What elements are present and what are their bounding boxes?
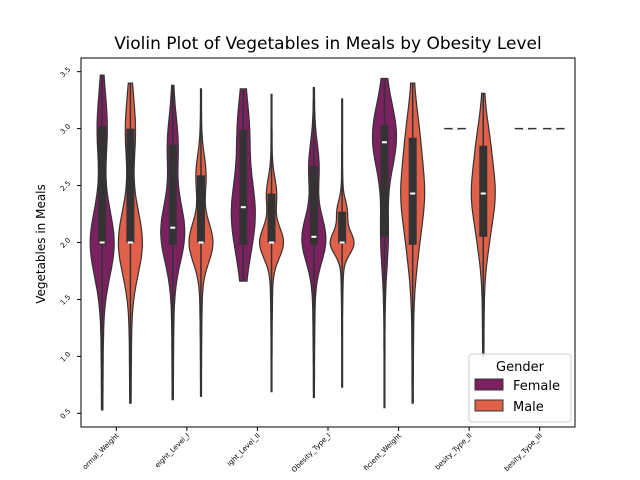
violin-median — [339, 241, 345, 244]
violin-median — [381, 141, 387, 144]
violin-female-2 — [230, 88, 256, 282]
violin-male-5 — [470, 92, 496, 357]
violin-median — [311, 235, 317, 238]
x-axis: ormal_Weight eight_Level_I ight_Level_II Ob… — [81, 427, 544, 474]
violin-iqr-box — [479, 145, 488, 237]
violin-male-6 — [543, 127, 565, 130]
legend: Gender Female Male — [468, 353, 572, 423]
violin-female-4 — [371, 77, 398, 409]
violin-iqr-box — [168, 144, 177, 245]
y-tick-label: 1.0 — [59, 350, 73, 364]
violin-male-0 — [117, 82, 144, 404]
violin-male-2 — [258, 93, 285, 393]
violin-median — [523, 127, 529, 130]
violins — [89, 74, 565, 411]
violin-iqr-box — [239, 129, 248, 245]
legend-title: Gender — [496, 360, 545, 375]
violin-iqr-box — [98, 126, 107, 245]
violin-median — [240, 206, 246, 209]
y-axis-label: Vegetables in Meals — [34, 184, 48, 304]
x-tick-label: ormal_Weight — [81, 432, 121, 472]
x-tick-label: ight_Level_II — [226, 432, 262, 468]
legend-swatch-female — [474, 378, 504, 391]
x-tick-label: ficient_Weight — [362, 432, 403, 473]
chart-title: Violin Plot of Vegetables in Meals by Ob… — [114, 34, 541, 54]
y-tick-label: 0.5 — [59, 407, 73, 421]
violin-iqr-box — [338, 211, 347, 244]
x-tick-label: besity_Type_II — [434, 432, 474, 472]
violin-median — [410, 192, 416, 195]
violin-median — [127, 241, 133, 244]
violin-male-1 — [188, 88, 214, 397]
violin-iqr-box — [196, 175, 205, 243]
y-tick-label: 3.5 — [59, 65, 73, 79]
violin-male-4 — [400, 82, 426, 404]
y-tick-label: 1.5 — [59, 293, 73, 307]
x-tick-label: Obesity_Type_I — [290, 432, 332, 474]
y-axis: 0.5 1.0 1.5 2.0 2.5 3.0 3.5 — [59, 65, 81, 421]
legend-label-female: Female — [513, 379, 560, 394]
y-tick-label: 3.0 — [59, 122, 73, 136]
legend-swatch-male — [474, 399, 504, 412]
x-tick-label: besity_Type_III — [503, 432, 544, 473]
violin-median — [480, 192, 486, 195]
x-tick-label: eight_Level_I — [153, 432, 191, 470]
violin-female-6 — [514, 127, 537, 130]
violin-median — [551, 127, 557, 130]
y-tick-label: 2.0 — [59, 236, 73, 250]
violin-female-0 — [89, 74, 115, 411]
violin-median — [170, 226, 176, 229]
violin-male-3 — [329, 98, 355, 388]
violin-female-3 — [301, 87, 327, 398]
violin-iqr-box — [408, 137, 417, 245]
violin-iqr-box — [380, 125, 389, 237]
violin-iqr-box — [126, 128, 135, 243]
legend-label-male: Male — [513, 400, 544, 415]
violin-median — [198, 241, 204, 244]
violin-median — [269, 241, 275, 244]
violin-median — [99, 241, 105, 244]
violin-female-1 — [160, 84, 186, 401]
violin-female-5 — [444, 127, 466, 130]
y-tick-label: 2.5 — [59, 179, 73, 193]
violin-iqr-box — [309, 166, 318, 245]
violin-median — [452, 127, 458, 130]
violin-iqr-box — [267, 193, 276, 243]
